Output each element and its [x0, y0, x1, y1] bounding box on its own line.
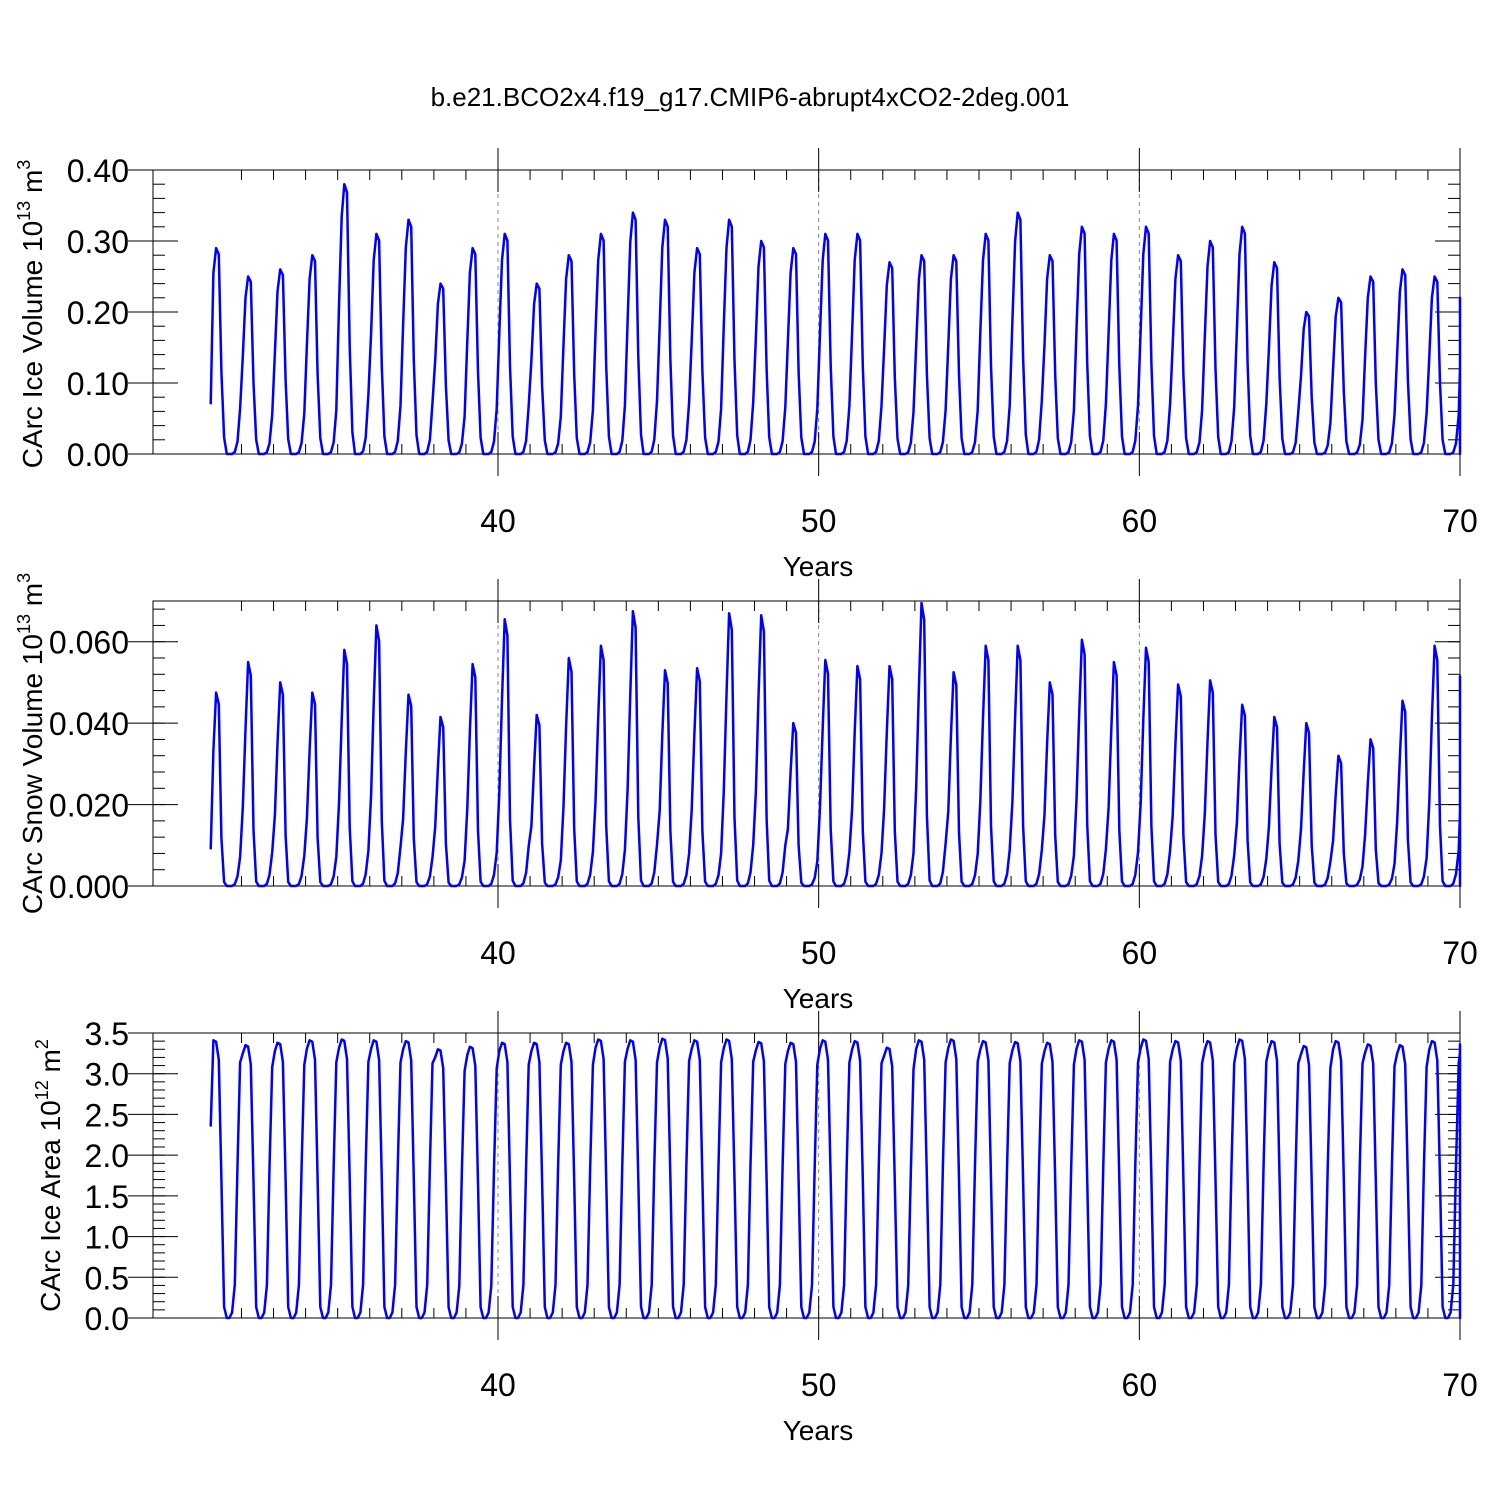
x-tick-label: 50 [801, 935, 837, 971]
series-line [209, 182, 1462, 456]
y-tick-label: 0.040 [49, 706, 129, 742]
x-tick-label: 50 [801, 1367, 837, 1403]
y-axis-label: CArc Snow Volume 1013 m3 [14, 573, 48, 914]
x-tick-label: 60 [1122, 503, 1158, 539]
series-line [209, 601, 1462, 888]
y-tick-label: 2.5 [85, 1097, 129, 1133]
y-tick-label: 0.40 [67, 153, 129, 189]
x-tick-label: 50 [801, 503, 837, 539]
y-tick-label: 0.00 [67, 437, 129, 473]
ice-area-panel: 40 50 60 70 0.0 0.5 1.0 1.5 2.0 2.5 3.0 3.5 Years CAr… [32, 1011, 1478, 1446]
y-tick-label: 0.30 [67, 224, 129, 260]
series-line [209, 1037, 1462, 1320]
y-tick-label: 0.5 [85, 1260, 129, 1296]
x-tick-label: 70 [1442, 935, 1478, 971]
y-tick-label: 0.20 [67, 295, 129, 331]
x-tick-label: 70 [1442, 503, 1478, 539]
figure-title: b.e21.BCO2x4.f19_g17.CMIP6-abrupt4xCO2-2… [431, 82, 1070, 112]
y-tick-label: 3.0 [85, 1057, 129, 1093]
y-axis-label: CArc Ice Area 1012 m2 [32, 1039, 66, 1312]
x-tick-label: 70 [1442, 1367, 1478, 1403]
x-tick-label: 40 [480, 1367, 516, 1403]
x-tick-label: 60 [1122, 935, 1158, 971]
y-tick-label: 0.10 [67, 366, 129, 402]
x-axis-label: Years [783, 551, 854, 582]
x-axis-label: Years [783, 1415, 854, 1446]
y-tick-label: 0.000 [49, 869, 129, 905]
x-tick-label: 60 [1122, 1367, 1158, 1403]
y-tick-label: 2.0 [85, 1138, 129, 1174]
x-tick-label: 40 [480, 503, 516, 539]
y-tick-label: 1.5 [85, 1179, 129, 1215]
snow-volume-panel: 40 50 60 70 0.000 0.020 0.040 0.060 Years CArc Sn… [14, 573, 1478, 1014]
y-tick-label: 0.0 [85, 1301, 129, 1337]
y-tick-label: 3.5 [85, 1016, 129, 1052]
y-axis-label: CArc Ice Volume 1013 m3 [14, 160, 48, 469]
x-tick-label: 40 [480, 935, 516, 971]
ice-volume-panel: 40 50 60 70 0.00 0.10 0.20 0.30 0.40 Years CArc Ic… [14, 148, 1478, 582]
y-tick-label: 0.020 [49, 788, 129, 824]
x-axis-label: Years [783, 983, 854, 1014]
y-tick-label: 0.060 [49, 625, 129, 661]
y-tick-label: 1.0 [85, 1220, 129, 1256]
